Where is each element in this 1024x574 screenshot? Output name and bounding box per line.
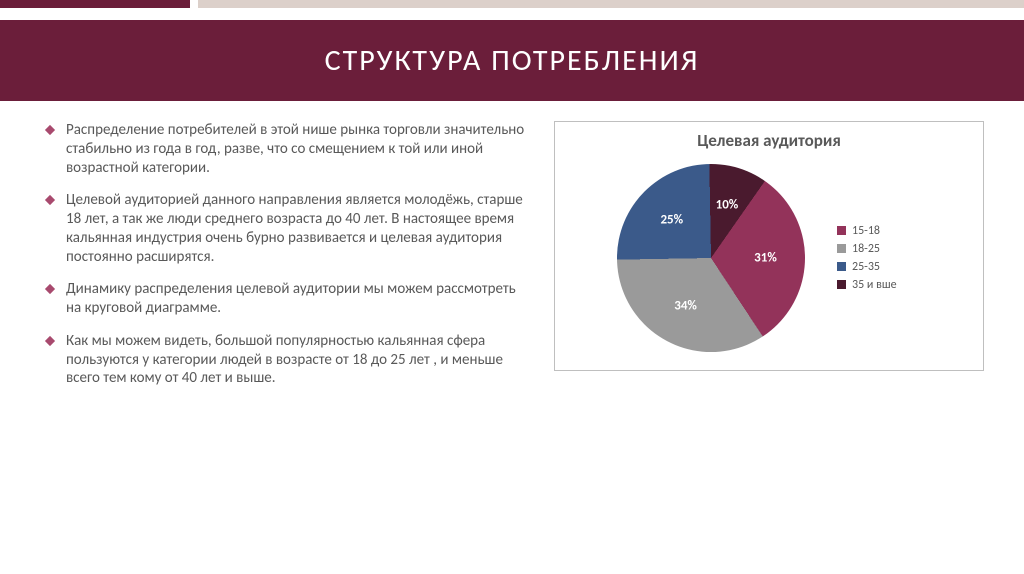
- legend-swatch: [837, 226, 846, 235]
- legend-label: 35 и вше: [852, 278, 897, 292]
- legend-swatch: [837, 262, 846, 271]
- pie-slice-label: 34%: [674, 298, 697, 313]
- legend-label: 15-18: [852, 224, 880, 238]
- chart-title: Целевая аудитория: [561, 130, 977, 151]
- bullet-item: Динамику распределения целевой аудитории…: [46, 280, 530, 318]
- legend-item: 25-35: [837, 260, 897, 274]
- accent-light: [198, 0, 1024, 8]
- legend-label: 18-25: [852, 242, 880, 256]
- legend-swatch: [837, 280, 846, 289]
- chart-body: 31% 34% 25% 10% 15-18 18-25 25-35 35 и вше: [561, 155, 977, 360]
- bullet-item: Как мы можем видеть, большой популярност…: [46, 332, 530, 388]
- legend-item: 18-25: [837, 242, 897, 256]
- legend-swatch: [837, 244, 846, 253]
- pie-slice-label: 25%: [660, 212, 683, 227]
- page-title: СТРУКТУРА ПОТРЕБЛЕНИЯ: [0, 20, 1024, 101]
- content: Распределение потребителей в этой нише р…: [0, 101, 1024, 402]
- pie-slice-label: 31%: [754, 251, 777, 266]
- legend-label: 25-35: [852, 260, 880, 274]
- legend-item: 15-18: [837, 224, 897, 238]
- pie-chart-card: Целевая аудитория 31% 34% 25% 10% 15-18 18-2…: [554, 121, 984, 371]
- accent-dark: [0, 0, 190, 8]
- chart-legend: 15-18 18-25 25-35 35 и вше: [837, 220, 897, 296]
- bullet-item: Распределение потребителей в этой нише р…: [46, 121, 530, 177]
- top-accent: [0, 0, 1024, 8]
- pie-slice-label: 10%: [716, 198, 739, 213]
- bullet-item: Целевой аудиторией данного направления я…: [46, 191, 530, 266]
- legend-item: 35 и вше: [837, 278, 897, 292]
- pie-wrap: 31% 34% 25% 10%: [617, 164, 805, 352]
- bullet-list: Распределение потребителей в этой нише р…: [46, 121, 530, 402]
- accent-gap: [190, 0, 198, 8]
